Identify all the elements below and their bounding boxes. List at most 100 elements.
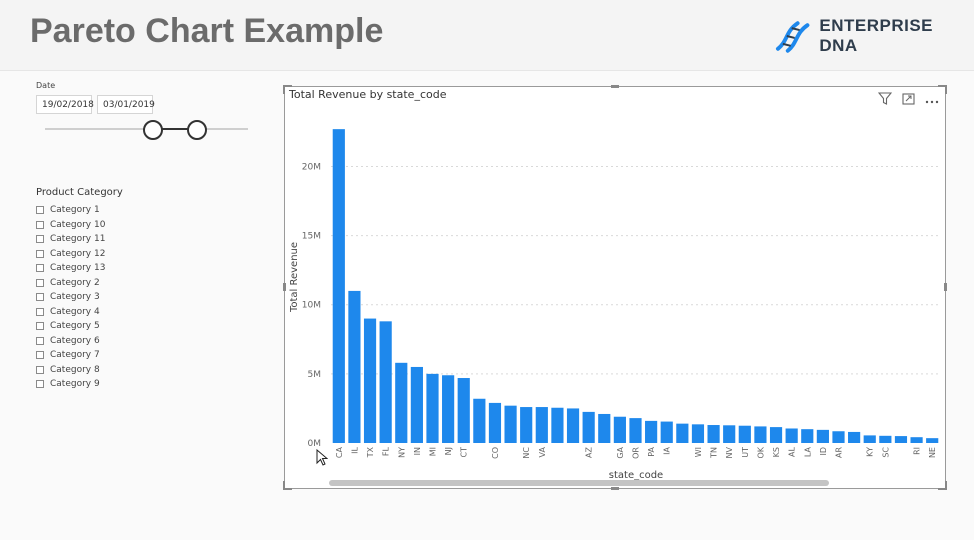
x-tick-label: IA xyxy=(663,446,672,454)
resize-corner-bottom-right[interactable] xyxy=(938,481,947,490)
revenue-bar[interactable] xyxy=(910,437,923,443)
checkbox[interactable] xyxy=(36,293,44,302)
date-slider-start-handle[interactable] xyxy=(143,120,163,140)
x-tick-label: IL xyxy=(350,446,359,453)
revenue-bar[interactable] xyxy=(488,402,502,443)
revenue-bar[interactable] xyxy=(395,362,408,443)
more-options-icon[interactable] xyxy=(925,90,939,109)
revenue-bar[interactable] xyxy=(723,425,736,443)
revenue-bar[interactable] xyxy=(442,375,455,443)
revenue-bar[interactable] xyxy=(535,407,548,443)
checkbox[interactable] xyxy=(36,249,44,258)
category-option[interactable]: Category 6 xyxy=(36,334,105,349)
revenue-bar[interactable] xyxy=(348,290,361,443)
end-date-input[interactable]: 03/01/2019 xyxy=(97,95,155,114)
x-tick-label: IN xyxy=(413,447,422,455)
revenue-bar[interactable] xyxy=(582,411,595,443)
category-option[interactable]: Category 12 xyxy=(36,247,105,262)
revenue-bar[interactable] xyxy=(863,435,876,443)
revenue-bar[interactable] xyxy=(660,421,673,443)
checkbox[interactable] xyxy=(36,264,44,273)
category-option[interactable]: Category 4 xyxy=(36,305,105,320)
revenue-bar[interactable] xyxy=(457,378,470,443)
category-option[interactable]: Category 11 xyxy=(36,232,105,247)
revenue-bar[interactable] xyxy=(613,416,626,443)
revenue-bar[interactable] xyxy=(363,318,377,443)
category-option[interactable]: Category 7 xyxy=(36,348,105,363)
resize-grip-right[interactable] xyxy=(944,283,947,291)
revenue-bar[interactable] xyxy=(879,435,892,443)
revenue-bar[interactable] xyxy=(894,436,908,443)
revenue-bar[interactable] xyxy=(769,427,783,443)
date-slider-end-handle[interactable] xyxy=(187,120,207,140)
category-option[interactable]: Category 13 xyxy=(36,261,105,276)
category-option[interactable]: Category 5 xyxy=(36,319,105,334)
revenue-bar[interactable] xyxy=(691,424,705,443)
category-option[interactable]: Category 9 xyxy=(36,377,105,392)
checkbox[interactable] xyxy=(36,206,44,215)
revenue-bar[interactable] xyxy=(520,407,533,443)
revenue-bar[interactable] xyxy=(379,321,392,443)
category-label: Category 9 xyxy=(50,379,100,390)
date-slider-range xyxy=(152,128,196,130)
revenue-bar[interactable] xyxy=(473,398,486,443)
x-tick-label: PA xyxy=(647,446,656,456)
category-label: Category 8 xyxy=(50,364,100,375)
revenue-bar[interactable] xyxy=(629,418,642,443)
revenue-bar[interactable] xyxy=(598,413,611,443)
x-tick-label: KY xyxy=(866,447,875,457)
resize-grip-left[interactable] xyxy=(283,283,286,291)
revenue-bar[interactable] xyxy=(676,423,689,443)
checkbox[interactable] xyxy=(36,322,44,331)
visual-header-icons xyxy=(877,90,939,109)
x-tick-label: SC xyxy=(881,447,890,458)
revenue-bar[interactable] xyxy=(738,425,751,443)
revenue-bar[interactable] xyxy=(754,426,767,443)
checkbox[interactable] xyxy=(36,380,44,389)
category-option[interactable]: Category 3 xyxy=(36,290,105,305)
revenue-bar[interactable] xyxy=(332,129,345,443)
revenue-bar[interactable] xyxy=(551,407,564,443)
category-option[interactable]: Category 1 xyxy=(36,203,105,218)
checkbox[interactable] xyxy=(36,278,44,287)
revenue-bar[interactable] xyxy=(801,429,814,443)
revenue-bar[interactable] xyxy=(426,373,439,443)
category-option[interactable]: Category 2 xyxy=(36,276,105,291)
resize-corner-top-right[interactable] xyxy=(938,85,947,94)
category-option[interactable]: Category 10 xyxy=(36,218,105,233)
category-option[interactable]: Category 8 xyxy=(36,363,105,378)
y-tick-label: 5M xyxy=(308,370,322,380)
start-date-input[interactable]: 19/02/2018 xyxy=(36,95,94,114)
product-category-title: Product Category xyxy=(36,187,123,198)
x-tick-label: AR xyxy=(835,447,844,458)
checkbox[interactable] xyxy=(36,307,44,316)
category-label: Category 6 xyxy=(50,335,100,346)
revenue-bar[interactable] xyxy=(566,408,580,443)
revenue-bar[interactable] xyxy=(926,438,939,443)
checkbox[interactable] xyxy=(36,365,44,374)
resize-grip-bottom[interactable] xyxy=(611,487,619,490)
filter-icon[interactable] xyxy=(877,90,893,109)
revenue-bar[interactable] xyxy=(504,405,517,443)
category-label: Category 7 xyxy=(50,350,100,361)
checkbox[interactable] xyxy=(36,351,44,360)
revenue-bar[interactable] xyxy=(832,431,845,443)
revenue-bar[interactable] xyxy=(816,429,829,443)
chart-title: Total Revenue by state_code xyxy=(289,88,447,101)
checkbox[interactable] xyxy=(36,336,44,345)
revenue-bar[interactable] xyxy=(645,420,658,443)
x-tick-label: ID xyxy=(819,447,828,456)
checkbox[interactable] xyxy=(36,220,44,229)
revenue-bar[interactable] xyxy=(707,425,720,443)
revenue-chart-visual[interactable]: Total Revenue by state_code CA IL TX FL NY IN… xyxy=(283,85,947,490)
resize-corner-top-left[interactable] xyxy=(283,85,292,94)
focus-mode-icon[interactable] xyxy=(902,90,915,109)
x-tick-label: CO xyxy=(491,447,500,459)
revenue-bar[interactable] xyxy=(410,366,423,443)
horizontal-scrollbar[interactable] xyxy=(329,480,829,486)
resize-grip-top[interactable] xyxy=(611,85,619,88)
revenue-bar[interactable] xyxy=(848,431,861,443)
checkbox[interactable] xyxy=(36,235,44,244)
revenue-bar[interactable] xyxy=(785,428,798,443)
resize-corner-bottom-left[interactable] xyxy=(283,481,292,490)
